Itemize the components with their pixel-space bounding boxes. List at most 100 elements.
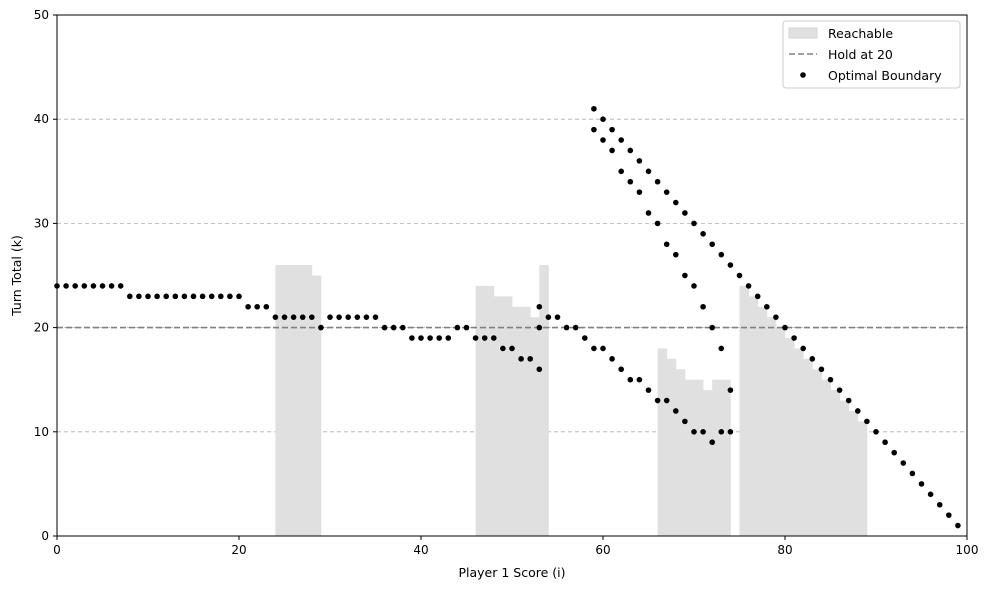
boundary-point bbox=[791, 335, 797, 341]
boundary-point bbox=[627, 178, 634, 185]
boundary-point bbox=[709, 241, 715, 248]
reachable-step bbox=[293, 265, 304, 536]
boundary-point bbox=[955, 522, 961, 529]
reachable-step bbox=[484, 285, 495, 536]
boundary-point bbox=[754, 293, 761, 300]
x-tick-label: 100 bbox=[956, 543, 979, 557]
reachable-step bbox=[311, 275, 322, 536]
boundary-point bbox=[400, 324, 406, 331]
boundary-point bbox=[582, 335, 588, 341]
boundary-point bbox=[654, 220, 661, 227]
y-tick-label: 40 bbox=[34, 112, 49, 126]
boundary-point bbox=[718, 429, 725, 435]
legend-boundary-label: Optimal Boundary bbox=[828, 68, 942, 83]
y-axis-label: Turn Total (k) bbox=[9, 235, 24, 317]
boundary-point bbox=[218, 293, 224, 300]
axis-ticks: 0 20 40 60 80 100 0 10 20 30 40 50 bbox=[34, 8, 979, 557]
boundary-point bbox=[909, 470, 916, 477]
boundary-point bbox=[736, 272, 743, 279]
y-tick-label: 50 bbox=[34, 8, 49, 22]
boundary-point bbox=[272, 314, 279, 320]
reachable-step bbox=[703, 390, 713, 536]
boundary-point bbox=[709, 324, 715, 331]
reachable-step bbox=[857, 421, 868, 536]
reachable-step bbox=[748, 296, 759, 536]
boundary-point bbox=[609, 126, 615, 133]
boundary-point bbox=[936, 501, 943, 508]
boundary-point bbox=[190, 293, 197, 300]
boundary-point bbox=[372, 314, 379, 320]
boundary-point bbox=[536, 366, 543, 373]
boundary-point bbox=[809, 356, 816, 362]
legend-reachable-label: Reachable bbox=[828, 26, 893, 41]
boundary-point bbox=[336, 314, 342, 320]
boundary-point bbox=[536, 303, 543, 310]
boundary-point bbox=[618, 137, 624, 143]
boundary-point bbox=[136, 293, 142, 300]
reachable-step bbox=[721, 379, 731, 536]
x-tick-label: 60 bbox=[595, 543, 610, 557]
boundary-point bbox=[536, 324, 543, 331]
plot-frame bbox=[56, 14, 968, 537]
boundary-point bbox=[636, 158, 643, 164]
boundary-point bbox=[491, 335, 497, 341]
reachable-step bbox=[803, 358, 813, 536]
boundary-point bbox=[454, 324, 461, 331]
boundary-point bbox=[718, 345, 725, 352]
boundary-point bbox=[127, 293, 133, 300]
boundary-point bbox=[627, 376, 634, 383]
legend-frame bbox=[782, 20, 961, 89]
reachable-step bbox=[766, 317, 777, 536]
boundary-point bbox=[618, 366, 624, 373]
boundary-point bbox=[663, 397, 670, 404]
boundary-point bbox=[700, 303, 706, 310]
boundary-point bbox=[627, 147, 634, 154]
reachable-step bbox=[794, 348, 804, 536]
boundary-point bbox=[818, 366, 825, 373]
x-tick-label: 0 bbox=[53, 543, 61, 557]
boundary-point bbox=[654, 397, 661, 404]
boundary-point bbox=[718, 251, 725, 258]
reachable-step bbox=[739, 285, 749, 536]
boundary-point bbox=[700, 231, 706, 237]
boundary-point bbox=[609, 147, 615, 154]
boundary-point bbox=[827, 376, 834, 383]
boundary-point bbox=[163, 293, 169, 300]
boundary-point bbox=[691, 429, 697, 435]
boundary-point bbox=[463, 324, 470, 331]
boundary-point bbox=[645, 387, 652, 393]
reachable-step bbox=[302, 265, 313, 536]
boundary-point bbox=[245, 303, 251, 310]
boundary-point bbox=[309, 314, 315, 320]
reachable-step bbox=[539, 265, 549, 536]
boundary-point bbox=[700, 429, 706, 435]
boundary-point bbox=[682, 418, 688, 425]
boundary-point bbox=[727, 387, 734, 393]
reachable-step bbox=[694, 379, 704, 536]
reachable-step bbox=[812, 369, 822, 536]
boundary-point bbox=[281, 314, 288, 320]
boundary-point bbox=[527, 356, 533, 362]
reachable-step bbox=[839, 400, 850, 536]
boundary-point bbox=[618, 168, 624, 175]
reachable-step bbox=[657, 348, 668, 536]
boundary-point bbox=[427, 335, 433, 341]
boundary-point bbox=[864, 418, 870, 425]
reachable-step bbox=[666, 358, 677, 536]
boundary-point bbox=[436, 335, 443, 341]
boundary-point bbox=[591, 105, 597, 112]
reachable-step bbox=[830, 390, 840, 536]
boundary-point bbox=[654, 178, 661, 185]
boundary-point bbox=[418, 335, 424, 341]
boundary-point bbox=[172, 293, 179, 300]
reachable-area bbox=[275, 265, 868, 536]
reachable-step bbox=[785, 338, 795, 536]
boundary-point bbox=[81, 283, 88, 289]
boundary-point bbox=[445, 335, 452, 341]
boundary-point bbox=[727, 262, 734, 268]
y-tick-label: 30 bbox=[34, 216, 49, 230]
boundary-point bbox=[845, 397, 852, 404]
reachable-step bbox=[275, 265, 285, 536]
boundary-point bbox=[145, 293, 151, 300]
boundary-point bbox=[299, 314, 306, 320]
